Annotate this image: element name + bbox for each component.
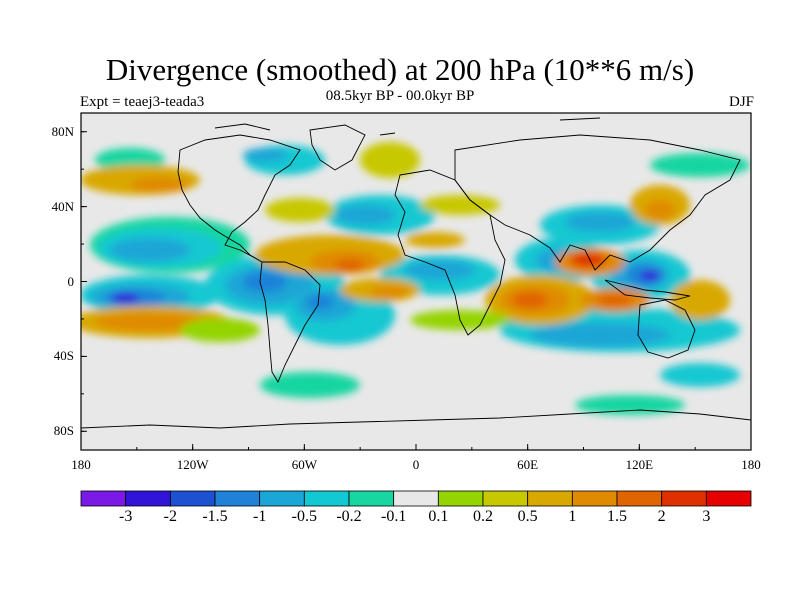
colorbar-tick-label: 0.5 — [517, 508, 538, 525]
antarctica-coast — [81, 409, 751, 429]
australia-coast — [637, 299, 696, 359]
asia-coast — [454, 134, 741, 271]
plot-subtitle: 08.5kyr BP - 00.0kyr BP — [325, 88, 475, 104]
plot-title: Divergence (smoothed) at 200 hPa (10**6 … — [105, 52, 695, 87]
positive-anomalies — [81, 142, 730, 342]
colorbar-swatch — [393, 490, 439, 507]
lat-tick-label: 40S — [53, 348, 74, 364]
lon-tick-label: 180 — [71, 457, 91, 472]
colorbar-swatch — [482, 490, 529, 507]
colorbar-tick-label: 0.1 — [428, 508, 449, 525]
arctic-islands — [214, 117, 601, 136]
lon-tick-label: 120E — [625, 457, 654, 472]
colorbar-tick-label: -0.5 — [291, 508, 317, 525]
lat-tick-label: 80S — [53, 423, 74, 439]
colorbar-tick-label: 2 — [657, 508, 666, 525]
colorbar-tick-label: -1 — [252, 508, 267, 525]
coastlines — [81, 117, 751, 429]
experiment-label: Expt = teaej3-teada3 — [80, 94, 205, 110]
lat-tick-label: 40N — [51, 198, 74, 214]
greenland-coast — [309, 124, 366, 171]
colorbar-swatch — [80, 490, 127, 507]
colorbar-swatch — [303, 490, 350, 507]
colorbar-swatch — [527, 490, 573, 507]
colorbar-swatch — [125, 490, 171, 507]
colorbar-tick-label: 1.5 — [607, 508, 627, 525]
colorbar-tick-label: 0.2 — [473, 508, 493, 525]
lon-tick-label: 0 — [412, 457, 420, 472]
colorbar-swatch — [348, 490, 395, 507]
colorbar-swatch — [259, 490, 305, 507]
axis-ticks — [80, 131, 752, 450]
colorbar-swatch — [214, 490, 261, 507]
colorbar-swatch — [571, 490, 618, 507]
colorbar-tick-label: -1.5 — [202, 508, 228, 525]
north-america-coast — [177, 134, 301, 263]
colorbar-swatch — [437, 490, 484, 507]
colorbar-swatch — [616, 490, 663, 507]
colorbar-tick-label: 1 — [568, 508, 577, 525]
colorbar-tick-label: -2 — [163, 508, 177, 525]
colorbar-swatch — [705, 490, 752, 507]
colorbar-tick-label: -3 — [118, 508, 133, 525]
colorbar — [80, 490, 752, 507]
lon-tick-label: 120W — [176, 457, 209, 472]
colorbar-tick-label: 3 — [702, 508, 711, 525]
lat-tick-label: 0 — [67, 273, 75, 289]
colorbar-tick-label: -0.2 — [336, 508, 362, 525]
lon-tick-label: 60W — [291, 457, 317, 472]
colorbar-swatch — [661, 490, 707, 507]
south-america-coast — [259, 261, 321, 383]
divergence-field — [81, 142, 750, 415]
lon-tick-label: 180 — [741, 457, 761, 472]
colorbar-swatch — [169, 490, 216, 507]
colorbar-tick-label: -0.1 — [380, 508, 407, 525]
lat-tick-label: 80N — [51, 123, 74, 139]
lon-tick-label: 60E — [517, 457, 539, 472]
season-label: DJF — [728, 94, 754, 110]
indonesia-coast — [604, 279, 691, 301]
